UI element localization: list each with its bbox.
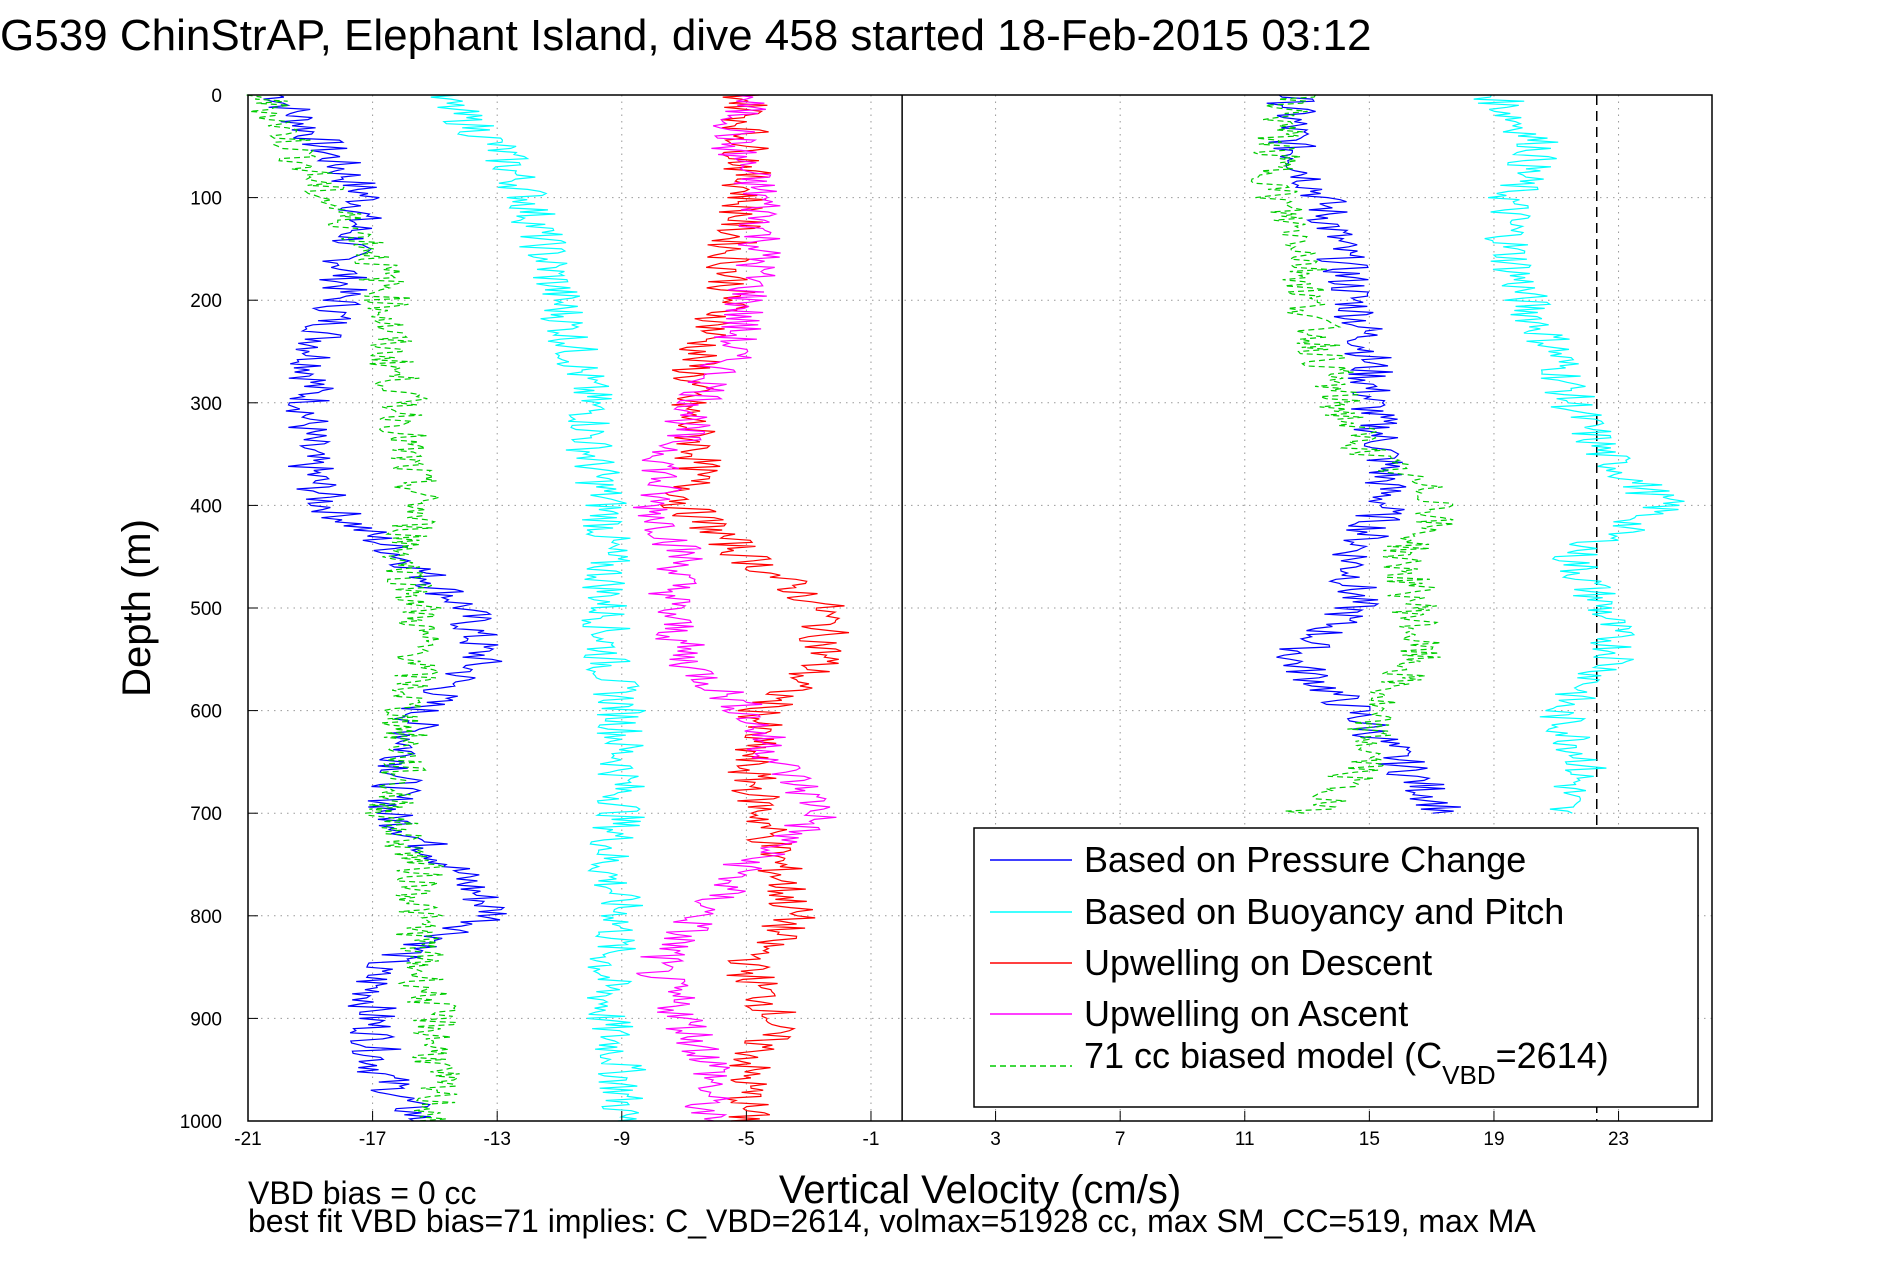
legend-model-prefix: 71 cc biased model (C <box>1084 1035 1442 1076</box>
x-tick-label: 11 <box>1235 1129 1255 1150</box>
x-tick-label: -5 <box>738 1129 755 1150</box>
y-tick-label: 400 <box>190 496 222 517</box>
legend-model-suffix: =2614) <box>1496 1035 1609 1076</box>
vbd-bias-note: VBD bias = 0 cc <box>248 1175 477 1211</box>
series-line-1-descent <box>430 94 647 1122</box>
y-tick-label: 800 <box>190 907 222 928</box>
y-tick-label: 500 <box>190 599 222 620</box>
y-tick-label: 900 <box>190 1009 222 1030</box>
series-lines <box>246 94 1685 1122</box>
x-tick-label: 15 <box>1359 1129 1380 1150</box>
y-tick-label: 600 <box>190 702 222 723</box>
legend-model-subscript: VBD <box>1442 1060 1495 1090</box>
legend-label-pressure: Based on Pressure Change <box>1084 839 1526 880</box>
legend-label-ascent: Upwelling on Ascent <box>1084 993 1408 1034</box>
y-tick-label: 300 <box>190 394 222 415</box>
series-line-3 <box>633 94 837 1122</box>
x-tick-label: -17 <box>359 1129 386 1150</box>
x-tick-label: 7 <box>1115 1129 1126 1150</box>
legend-label-model: 71 cc biased model (CVBD=2614) <box>1084 1035 1609 1090</box>
legend-label-descent: Upwelling on Descent <box>1084 942 1432 983</box>
series-line-0-descent <box>263 94 507 1122</box>
x-tick-label: -13 <box>483 1129 510 1150</box>
x-tick-label: 19 <box>1483 1129 1504 1150</box>
series-line-4-ascent <box>1250 94 1455 814</box>
x-axis-label: Vertical Velocity (cm/s) <box>779 1168 1181 1212</box>
x-tick-label: -21 <box>234 1129 261 1150</box>
y-tick-labels: 0 100 200 300 400 500 600 700 800 900 1000 <box>180 86 258 1133</box>
legend: Based on Pressure Change Based on Buoyan… <box>973 827 1699 1108</box>
x-tick-label: 23 <box>1608 1129 1629 1150</box>
y-tick-label: 700 <box>190 804 222 825</box>
x-tick-label: 3 <box>990 1129 1001 1150</box>
chart-title: G539 ChinStrAP, Elephant Island, dive 45… <box>0 11 1371 60</box>
y-tick-label: 200 <box>190 291 222 312</box>
x-tick-labels: -21 -17 -13 -9 -5 -1 3 7 11 15 19 23 <box>234 1111 1629 1150</box>
legend-samples <box>990 859 1072 1067</box>
y-tick-label: 0 <box>211 86 222 107</box>
y-tick-label: 100 <box>190 189 222 210</box>
legend-label-buoyancy: Based on Buoyancy and Pitch <box>1084 891 1564 932</box>
y-axis-label: Depth (m) <box>115 519 159 697</box>
series-line-0-ascent <box>1266 94 1461 814</box>
series-line-2 <box>659 94 850 1122</box>
series-line-4-descent <box>246 94 460 1122</box>
legend-box <box>973 827 1699 1108</box>
series-line-1-ascent <box>1473 94 1685 814</box>
x-tick-label: -9 <box>613 1129 630 1150</box>
best-fit-note: best fit VBD bias=71 implies: C_VBD=2614… <box>248 1203 1536 1239</box>
x-tick-label: -1 <box>863 1129 880 1150</box>
y-tick-label: 1000 <box>180 1112 222 1133</box>
